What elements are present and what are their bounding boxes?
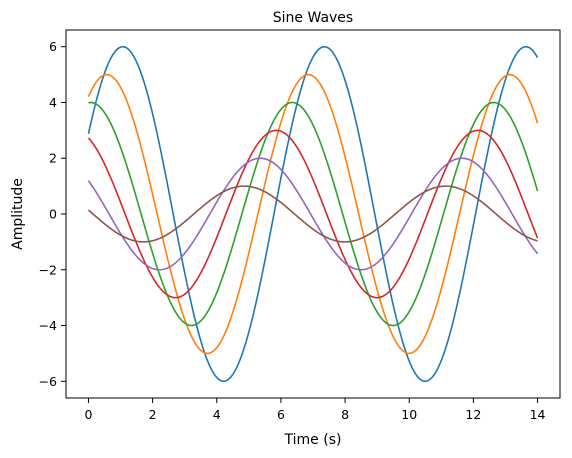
series-line-6 bbox=[87, 185, 538, 243]
x-axis-label: Time (s) bbox=[284, 432, 342, 448]
x-axis-ticks: 0 2 4 6 8 10 12 14 bbox=[84, 398, 546, 422]
series-line-1 bbox=[87, 45, 539, 383]
x-tick-label: 2 bbox=[149, 407, 157, 422]
y-tick-label: 2 bbox=[49, 151, 57, 166]
y-tick-label: 4 bbox=[49, 95, 57, 110]
x-tick-label: 10 bbox=[401, 407, 417, 422]
y-tick-label: 6 bbox=[49, 39, 57, 54]
x-tick-label: 6 bbox=[277, 407, 285, 422]
y-tick-label: −6 bbox=[39, 374, 57, 389]
y-axis-label: Amplitude bbox=[10, 178, 26, 250]
x-tick-label: 14 bbox=[530, 407, 546, 422]
series-line-2 bbox=[87, 73, 539, 355]
series-line-5 bbox=[87, 157, 539, 271]
series-line-4 bbox=[87, 129, 539, 299]
y-tick-label: −2 bbox=[39, 262, 57, 277]
y-axis-ticks: −6 −4 −2 0 2 4 6 bbox=[39, 39, 66, 389]
x-tick-label: 12 bbox=[465, 407, 481, 422]
y-tick-label: −4 bbox=[39, 318, 57, 333]
x-tick-label: 0 bbox=[84, 407, 92, 422]
y-tick-label: 0 bbox=[49, 207, 57, 222]
plot-frame bbox=[65, 29, 561, 399]
series-line-3 bbox=[88, 101, 539, 327]
x-tick-label: 4 bbox=[213, 407, 221, 422]
chart-title: Sine Waves bbox=[273, 10, 353, 26]
x-tick-label: 8 bbox=[341, 407, 349, 422]
series-layer bbox=[87, 45, 539, 383]
